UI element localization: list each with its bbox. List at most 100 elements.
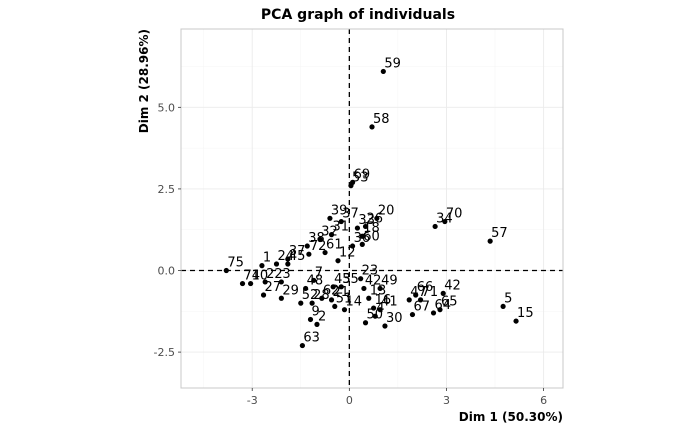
point-label: 37 [342, 207, 359, 222]
panel-border [180, 28, 564, 389]
point-label: 75 [227, 256, 244, 271]
data-point [262, 279, 268, 285]
point-label: 34 [436, 211, 453, 226]
chart-title: PCA graph of individuals [261, 7, 455, 23]
data-point [369, 124, 375, 130]
y-tick-label: 5.0 [158, 101, 176, 114]
point-label: 16 [375, 293, 392, 308]
point-label: 23 [362, 264, 379, 279]
point-label: 45 [289, 249, 306, 264]
axes: -3 0 3 6-2.50.02.55.0 [154, 101, 548, 407]
data-point [348, 183, 354, 189]
data-point [341, 307, 348, 313]
point-label: 71 [422, 285, 439, 300]
point-label: 53 [352, 171, 369, 186]
data-point [307, 316, 314, 323]
point-label: 65 [441, 295, 458, 310]
point-label: 43 [334, 272, 351, 287]
point-label: 57 [491, 226, 508, 241]
point-label: 74 [244, 269, 261, 284]
point-label: 72 [310, 239, 327, 254]
data-point [298, 300, 304, 306]
point-label: 29 [282, 283, 299, 298]
point-label: 31 [333, 220, 350, 235]
point-label: 41 [381, 295, 398, 310]
data-point [259, 263, 265, 269]
x-axis-title: Dim 1 (50.30%) [459, 410, 563, 424]
data-point [409, 311, 416, 318]
data-point [335, 258, 341, 264]
x-tick-label: 0 [346, 394, 353, 407]
data-point [338, 284, 344, 290]
data-point [223, 267, 229, 274]
point-label: 13 [370, 283, 387, 298]
data-point [380, 68, 386, 75]
data-point [359, 241, 365, 247]
data-point [349, 243, 356, 249]
x-tick-label: 6 [540, 394, 547, 407]
point-label: 52 [302, 288, 319, 303]
data-point [354, 225, 361, 231]
data-point [406, 297, 412, 303]
point-label: 28 [313, 288, 330, 303]
y-axis-title: Dim 2 (28.96%) [137, 29, 151, 133]
point-label: 10 [252, 269, 269, 284]
y-tick-label: 0.0 [158, 265, 176, 278]
data-point [260, 292, 267, 298]
data-point [304, 243, 310, 249]
points [223, 68, 519, 349]
data-point [328, 232, 335, 238]
point-label: 5 [504, 291, 512, 306]
data-point [303, 285, 309, 292]
x-tick-label: -3 [247, 394, 258, 407]
data-point [239, 280, 246, 287]
point-label: 21 [333, 285, 350, 300]
data-point [487, 238, 493, 244]
data-point [338, 218, 344, 225]
point-label: 50 [367, 308, 384, 323]
data-point [362, 320, 369, 326]
point-label: 18 [363, 221, 380, 236]
data-point [430, 310, 437, 316]
point-label: 70 [446, 207, 463, 222]
point-label: 42 [444, 278, 461, 293]
point-label: 42 [365, 273, 382, 288]
point-label: 66 [417, 280, 434, 295]
point-label: 1 [263, 251, 271, 266]
point-label: 58 [373, 112, 390, 127]
point-label: 33 [358, 213, 375, 228]
data-point [285, 261, 291, 267]
data-point [382, 323, 388, 329]
data-point [374, 215, 380, 221]
point-label: 64 [435, 298, 452, 313]
data-point [437, 307, 443, 313]
point-label: 4 [376, 301, 384, 316]
point-label: 30 [386, 311, 403, 326]
data-point [285, 256, 291, 262]
point-label: 37 [289, 244, 306, 259]
point-label: 32 [321, 225, 338, 240]
data-point [413, 292, 419, 298]
data-point [371, 305, 377, 311]
data-point [314, 321, 320, 327]
point-label: 27 [265, 280, 282, 295]
y-tick-label: -2.5 [154, 346, 175, 359]
data-point [366, 295, 372, 301]
point-label: 67 [413, 300, 430, 315]
point-label: 9 [311, 304, 319, 319]
point-label: 61 [326, 238, 343, 253]
data-point [328, 297, 335, 303]
data-point [372, 313, 378, 319]
data-point [359, 233, 365, 239]
data-point [500, 303, 506, 310]
data-point [358, 276, 364, 282]
data-point [432, 223, 438, 230]
point-label: 47 [410, 285, 427, 300]
data-point [362, 223, 369, 230]
data-point [278, 279, 284, 285]
data-point [440, 290, 446, 296]
point-label: 12 [339, 246, 356, 261]
point-label: 59 [384, 56, 401, 71]
